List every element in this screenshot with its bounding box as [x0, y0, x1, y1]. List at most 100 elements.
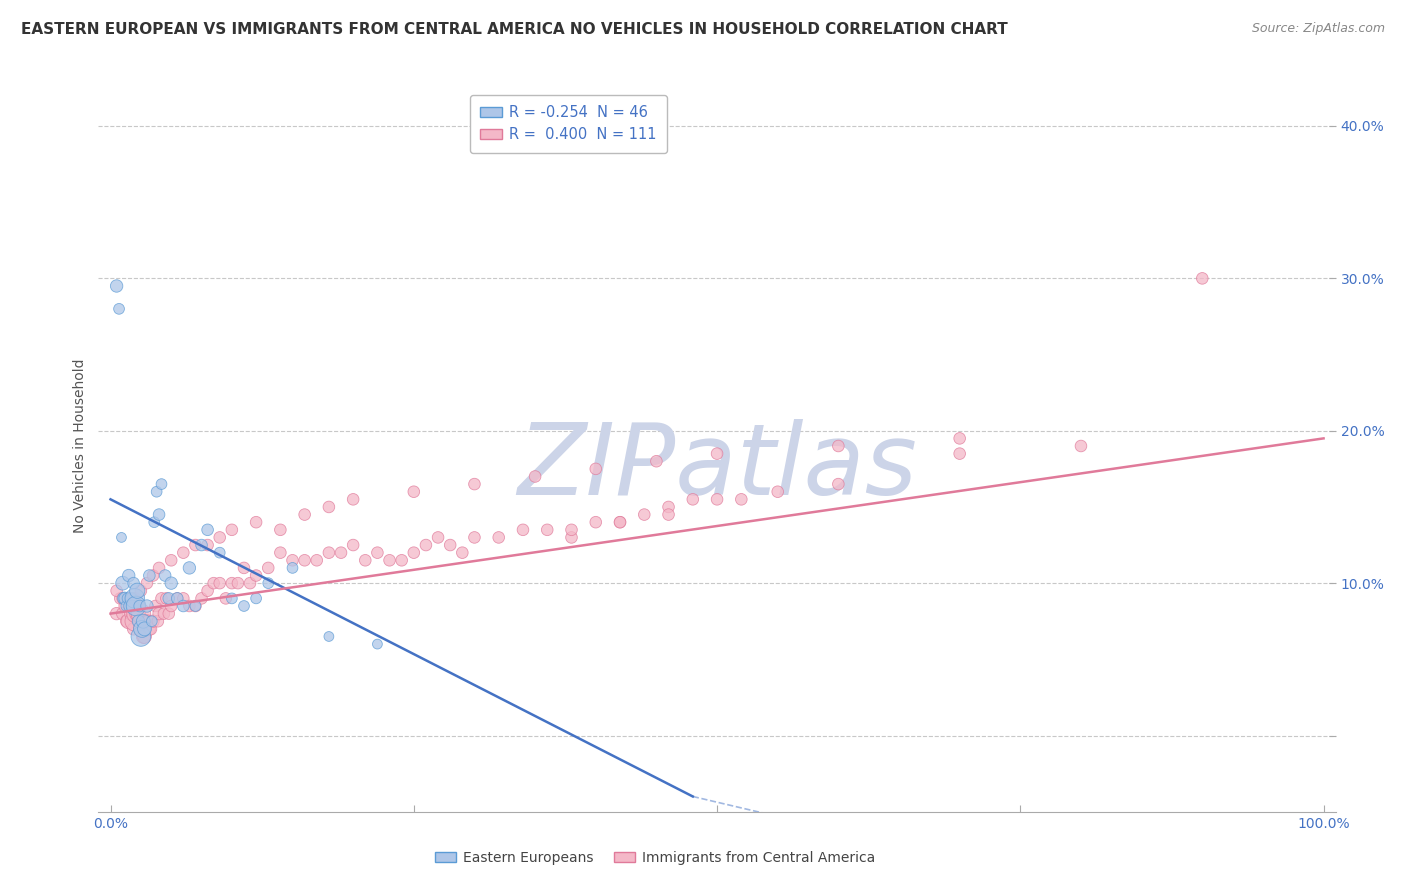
Point	[139, 622, 162, 636]
Point	[135, 614, 157, 628]
Point	[609, 515, 631, 529]
Point	[122, 622, 145, 636]
Point	[257, 561, 280, 575]
Point	[138, 622, 160, 636]
Point	[118, 599, 141, 613]
Point	[281, 561, 304, 575]
Point	[730, 492, 752, 507]
Point	[132, 614, 155, 628]
Point	[132, 630, 155, 644]
Point	[110, 591, 132, 606]
Point	[160, 553, 183, 567]
Point	[766, 484, 789, 499]
Point	[197, 538, 219, 552]
Point	[111, 591, 134, 606]
Point	[233, 599, 256, 613]
Point	[114, 591, 136, 606]
Point	[124, 591, 146, 606]
Point	[415, 538, 437, 552]
Point	[524, 469, 547, 483]
Point	[134, 630, 156, 644]
Point	[439, 538, 461, 552]
Point	[318, 546, 340, 560]
Point	[949, 447, 972, 461]
Point	[281, 553, 304, 567]
Point	[145, 599, 167, 613]
Point	[121, 599, 143, 613]
Point	[111, 607, 134, 621]
Point	[148, 508, 170, 522]
Point	[318, 630, 340, 644]
Point	[125, 599, 148, 613]
Point	[118, 568, 141, 582]
Point	[108, 301, 131, 316]
Point	[148, 607, 170, 621]
Point	[560, 530, 582, 544]
Point	[124, 591, 146, 606]
Point	[221, 576, 243, 591]
Point	[463, 477, 485, 491]
Point	[184, 538, 207, 552]
Point	[155, 591, 177, 606]
Point	[305, 553, 328, 567]
Text: Source: ZipAtlas.com: Source: ZipAtlas.com	[1251, 22, 1385, 36]
Point	[128, 614, 150, 628]
Point	[657, 500, 679, 514]
Point	[136, 614, 159, 628]
Point	[190, 591, 212, 606]
Point	[536, 523, 558, 537]
Text: ZIPatlas: ZIPatlas	[517, 419, 917, 516]
Point	[245, 591, 267, 606]
Point	[294, 508, 316, 522]
Point	[117, 591, 139, 606]
Point	[190, 538, 212, 552]
Point	[1191, 271, 1213, 285]
Point	[172, 591, 194, 606]
Point	[111, 576, 134, 591]
Point	[143, 515, 166, 529]
Point	[463, 530, 485, 544]
Point	[378, 553, 401, 567]
Point	[706, 447, 728, 461]
Point	[827, 439, 849, 453]
Point	[657, 508, 679, 522]
Point	[148, 561, 170, 575]
Point	[682, 492, 704, 507]
Point	[179, 599, 201, 613]
Point	[184, 599, 207, 613]
Point	[160, 576, 183, 591]
Point	[129, 583, 152, 598]
Point	[150, 591, 173, 606]
Point	[172, 546, 194, 560]
Point	[136, 576, 159, 591]
Point	[150, 477, 173, 491]
Point	[269, 546, 291, 560]
Point	[245, 568, 267, 582]
Point	[115, 614, 138, 628]
Point	[118, 599, 141, 613]
Point	[157, 607, 180, 621]
Point	[233, 561, 256, 575]
Point	[122, 576, 145, 591]
Point	[330, 546, 353, 560]
Point	[949, 431, 972, 445]
Point	[354, 553, 377, 567]
Point	[215, 591, 238, 606]
Point	[127, 607, 149, 621]
Point	[585, 462, 607, 476]
Point	[160, 599, 183, 613]
Point	[257, 576, 280, 591]
Legend: Eastern Europeans, Immigrants from Central America: Eastern Europeans, Immigrants from Centr…	[430, 846, 880, 871]
Point	[221, 523, 243, 537]
Point	[633, 508, 655, 522]
Point	[124, 614, 146, 628]
Point	[645, 454, 668, 468]
Point	[208, 576, 231, 591]
Point	[105, 583, 128, 598]
Text: EASTERN EUROPEAN VS IMMIGRANTS FROM CENTRAL AMERICA NO VEHICLES IN HOUSEHOLD COR: EASTERN EUROPEAN VS IMMIGRANTS FROM CENT…	[21, 22, 1008, 37]
Point	[153, 607, 176, 621]
Point	[129, 630, 152, 644]
Point	[136, 614, 159, 628]
Point	[146, 614, 169, 628]
Point	[129, 607, 152, 621]
